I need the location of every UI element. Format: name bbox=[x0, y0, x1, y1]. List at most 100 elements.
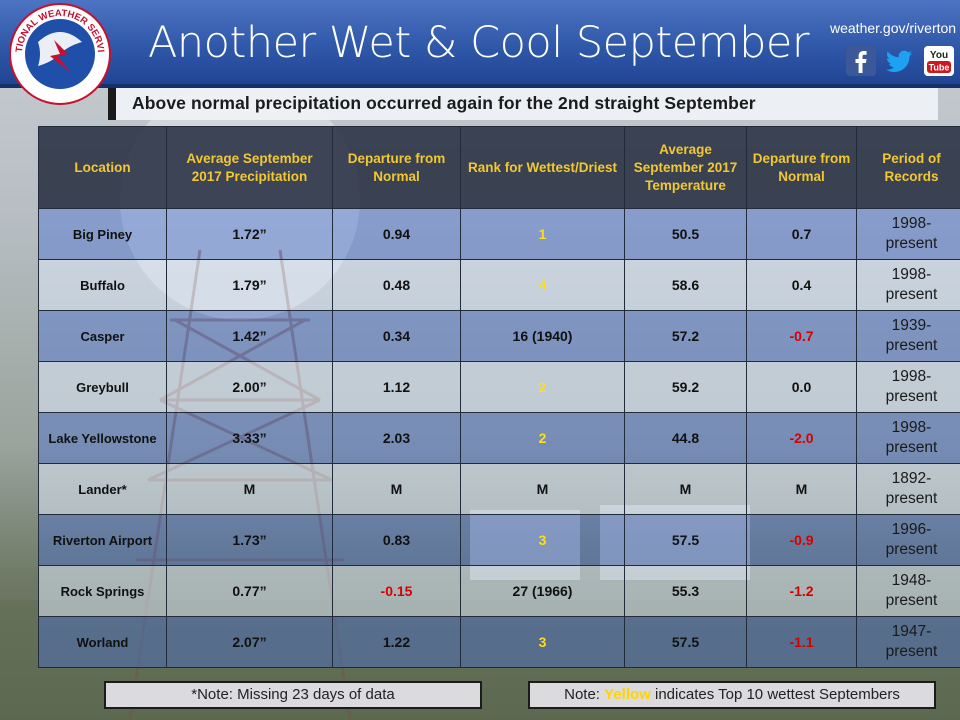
table-row: Lander* M M M M M 1892- present bbox=[38, 463, 960, 515]
temp-value: M bbox=[679, 481, 692, 497]
temp-cell: 55.3 bbox=[624, 565, 747, 617]
precip-value: 1.79” bbox=[232, 277, 267, 293]
precip-departure-cell: -0.15 bbox=[332, 565, 461, 617]
page-title: Another Wet & Cool September bbox=[148, 18, 810, 68]
subtitle: Above normal precipitation occurred agai… bbox=[132, 93, 756, 113]
period-cell: 1996- present bbox=[856, 514, 960, 566]
precip-departure-cell: 1.12 bbox=[332, 361, 461, 413]
temp-departure-cell: -0.7 bbox=[746, 310, 857, 362]
site-link[interactable]: weather.gov/riverton bbox=[830, 20, 957, 36]
table-row: Buffalo 1.79” 0.48 4 58.6 0.4 1998- present bbox=[38, 259, 960, 311]
temp-departure-cell: 0.0 bbox=[746, 361, 857, 413]
rank-cell: 2 bbox=[460, 361, 625, 413]
period-start: 1948- bbox=[891, 572, 932, 589]
temp-cell: 59.2 bbox=[624, 361, 747, 413]
temp-departure-value: -0.9 bbox=[789, 532, 814, 548]
precip-departure-value: 0.83 bbox=[382, 532, 411, 548]
temp-value: 57.5 bbox=[671, 634, 700, 650]
svg-text:You: You bbox=[930, 50, 948, 61]
period-end: present bbox=[885, 286, 938, 303]
location-cell: Rock Springs bbox=[38, 565, 167, 617]
rank-cell: 3 bbox=[460, 616, 625, 668]
note-suffix: indicates Top 10 wettest Septembers bbox=[650, 686, 900, 703]
table-row: Rock Springs 0.77” -0.15 27 (1966) 55.3 -1.2 1… bbox=[38, 565, 960, 617]
temp-departure-cell: -1.1 bbox=[746, 616, 857, 668]
location-value: Worland bbox=[76, 634, 129, 650]
precip-cell: 2.00” bbox=[166, 361, 333, 413]
header-bar bbox=[0, 0, 960, 88]
location-value: Casper bbox=[80, 328, 125, 344]
rank-value: 4 bbox=[538, 277, 547, 293]
period-end: present bbox=[885, 337, 938, 354]
table-row: Lake Yellowstone 3.33” 2.03 2 44.8 -2.0 1998- p… bbox=[38, 412, 960, 464]
temp-departure-value: -0.7 bbox=[789, 328, 814, 344]
column-header: Rank for Wettest/Driest bbox=[460, 126, 625, 209]
temp-cell: 58.6 bbox=[624, 259, 747, 311]
table-row: Greybull 2.00” 1.12 2 59.2 0.0 1998- present bbox=[38, 361, 960, 413]
precip-value: 1.73” bbox=[232, 532, 267, 548]
precip-value: 2.07” bbox=[232, 634, 267, 650]
temp-departure-value: 0.4 bbox=[791, 277, 812, 293]
column-header: Average September 2017 Temperature bbox=[624, 126, 747, 209]
rank-value: 16 (1940) bbox=[512, 328, 573, 344]
period-end: present bbox=[885, 541, 938, 558]
location-value: Lake Yellowstone bbox=[48, 430, 157, 446]
subtitle-bar: Above normal precipitation occurred agai… bbox=[108, 88, 938, 120]
period-end: present bbox=[885, 490, 938, 507]
period-start: 1892- bbox=[891, 470, 932, 487]
period-cell: 1948- present bbox=[856, 565, 960, 617]
table-header-row: Location Average September 2017 Precipita… bbox=[38, 126, 960, 209]
temp-departure-cell: 0.4 bbox=[746, 259, 857, 311]
period-start: 1947- bbox=[891, 623, 932, 640]
precip-cell: 1.79” bbox=[166, 259, 333, 311]
location-value: Riverton Airport bbox=[52, 532, 153, 548]
precip-departure-cell: 0.83 bbox=[332, 514, 461, 566]
precip-cell: 0.77” bbox=[166, 565, 333, 617]
temp-value: 57.5 bbox=[671, 532, 700, 548]
temp-cell: 57.5 bbox=[624, 616, 747, 668]
precip-cell: M bbox=[166, 463, 333, 515]
column-header: Location bbox=[38, 126, 167, 209]
temp-departure-cell: -1.2 bbox=[746, 565, 857, 617]
table-row: Big Piney 1.72” 0.94 1 50.5 0.7 1998- present bbox=[38, 208, 960, 260]
rank-cell: 4 bbox=[460, 259, 625, 311]
period-cell: 1998- present bbox=[856, 208, 960, 260]
precip-departure-value: 0.34 bbox=[382, 328, 411, 344]
precip-departure-cell: 0.48 bbox=[332, 259, 461, 311]
precip-cell: 1.42” bbox=[166, 310, 333, 362]
column-header: Period of Records bbox=[856, 126, 960, 209]
precip-departure-cell: 0.94 bbox=[332, 208, 461, 260]
period-start: 1998- bbox=[891, 368, 932, 385]
precip-value: 0.77” bbox=[232, 583, 267, 599]
location-cell: Casper bbox=[38, 310, 167, 362]
column-header: Average September 2017 Precipitation bbox=[166, 126, 333, 209]
period-end: present bbox=[885, 643, 938, 660]
precip-departure-value: 2.03 bbox=[382, 430, 411, 446]
location-value: Lander* bbox=[78, 481, 127, 497]
period-start: 1939- bbox=[891, 317, 932, 334]
temp-departure-value: -1.2 bbox=[789, 583, 814, 599]
period-start: 1998- bbox=[891, 266, 932, 283]
precip-departure-cell: 2.03 bbox=[332, 412, 461, 464]
temp-departure-cell: M bbox=[746, 463, 857, 515]
location-value: Greybull bbox=[76, 379, 129, 395]
rank-cell: M bbox=[460, 463, 625, 515]
precip-departure-value: 0.94 bbox=[382, 226, 411, 242]
temp-value: 50.5 bbox=[671, 226, 700, 242]
climate-table: Location Average September 2017 Precipita… bbox=[38, 126, 960, 668]
temp-cell: 44.8 bbox=[624, 412, 747, 464]
temp-departure-cell: -0.9 bbox=[746, 514, 857, 566]
twitter-icon[interactable] bbox=[884, 46, 914, 76]
rank-cell: 1 bbox=[460, 208, 625, 260]
location-cell: Buffalo bbox=[38, 259, 167, 311]
youtube-icon[interactable]: You Tube bbox=[924, 46, 954, 76]
note-prefix: Note: bbox=[564, 686, 605, 703]
rank-value: 2 bbox=[538, 379, 547, 395]
period-cell: 1939- present bbox=[856, 310, 960, 362]
temp-value: 59.2 bbox=[671, 379, 700, 395]
location-value: Rock Springs bbox=[60, 583, 145, 599]
precip-cell: 2.07” bbox=[166, 616, 333, 668]
location-value: Big Piney bbox=[72, 226, 133, 242]
temp-cell: 57.2 bbox=[624, 310, 747, 362]
facebook-icon[interactable] bbox=[846, 46, 876, 76]
